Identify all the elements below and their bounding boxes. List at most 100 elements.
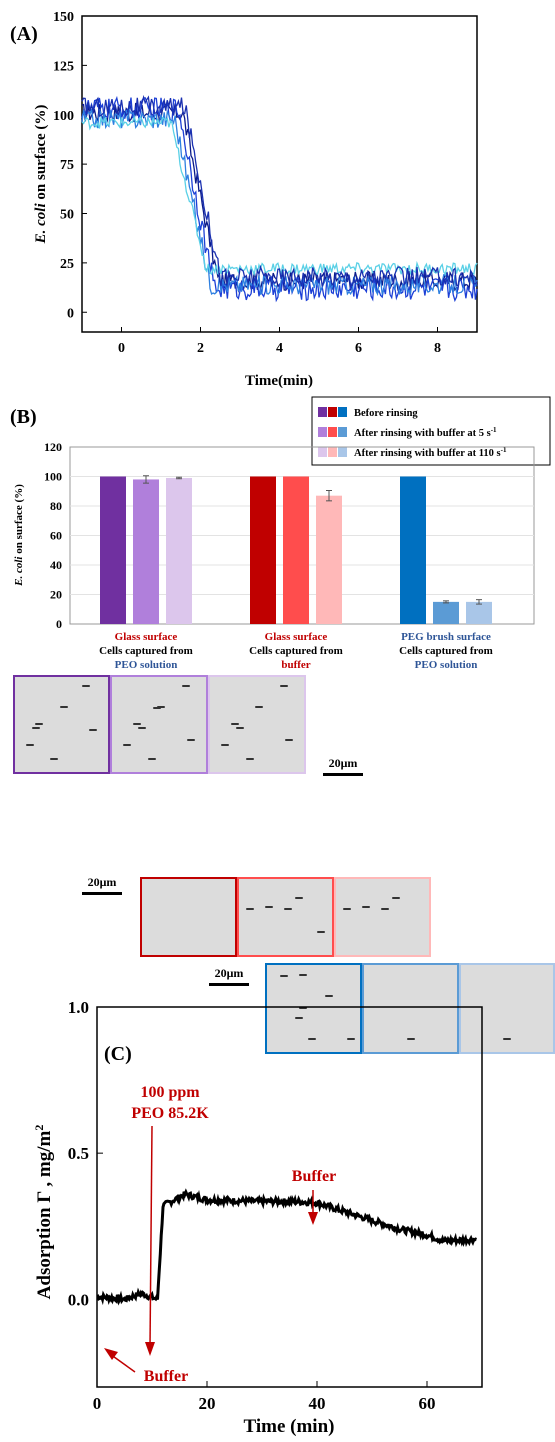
y-tick-label: 0 — [56, 617, 62, 631]
group-label-captured: Cells captured from — [249, 645, 343, 657]
scalebar-2-label: 20μm — [87, 875, 117, 889]
panel-a-ticks: 0 2 4 6 8 0 25 50 75 100 125 150 — [53, 10, 441, 356]
bacterium-cell — [391, 897, 400, 900]
panel-c-y-axis-title: Adsorption Γ , mg/m2 — [32, 1125, 55, 1300]
legend-entry: After rinsing with buffer at 5 s-1 — [354, 426, 497, 439]
panel-c-ticks: 0 20 40 60 0.0 0.5 1.0 — [68, 1002, 436, 1413]
x-tick-label: 0 — [118, 341, 125, 356]
micrograph-buffer-glass-110s — [334, 877, 431, 957]
bacterium-cell — [236, 727, 245, 730]
panel-b-legend: Before rinsing After rinsing with buffer … — [311, 396, 551, 466]
y-tick-label: 40 — [50, 558, 62, 572]
group-label-surface: PEG brush surface — [401, 631, 491, 643]
bar — [133, 479, 159, 624]
scalebar-1: 20μm — [323, 756, 363, 776]
annotation-buffer-top: Buffer — [292, 1168, 336, 1185]
bacterium-cell — [265, 906, 274, 909]
group-label-medium: PEO solution — [415, 659, 478, 671]
x-tick-label: 40 — [309, 1394, 326, 1413]
panel-c-chart: (C) 0 20 40 60 0.0 0.5 1.0 100 ppm PEO 85.2K Buf… — [32, 1002, 483, 1437]
arrowhead — [145, 1342, 155, 1356]
panel-b-chart: (B) Before rinsing After rinsing with buf… — [10, 396, 551, 671]
x-tick-label: 2 — [197, 341, 204, 356]
bacterium-cell — [362, 906, 371, 909]
bar — [250, 476, 276, 624]
scalebar-3-line — [209, 983, 249, 986]
group-label-surface: Glass surface — [115, 631, 178, 643]
legend-swatch — [318, 407, 327, 417]
bacterium-cell — [147, 757, 156, 760]
y-tick-label: 25 — [60, 257, 74, 272]
scalebar-1-label: 20μm — [328, 756, 358, 770]
legend-swatch — [338, 427, 347, 437]
bar — [466, 601, 492, 624]
annotation-buffer-start: Buffer — [144, 1368, 188, 1385]
bacterium-cell — [50, 757, 59, 760]
panel-a-series — [81, 94, 478, 303]
group-label-captured: Cells captured from — [99, 645, 193, 657]
micrograph-peo-glass-before — [13, 675, 110, 774]
annotation-peo-line1: 100 ppm — [140, 1084, 200, 1101]
panel-b-group-labels: Glass surface Cells captured from PEO solu… — [99, 631, 493, 671]
annotation-peo-arrow — [149, 1125, 153, 1348]
bacterium-cell — [245, 757, 254, 760]
bacterium-cell — [503, 1038, 512, 1041]
bacterium-cell — [279, 684, 288, 687]
legend-swatch — [328, 407, 337, 417]
x-tick-label: 4 — [276, 341, 283, 356]
panel-c-x-axis-title: Time (min) — [244, 1416, 335, 1437]
group-label-medium: buffer — [281, 659, 310, 671]
group-label-surface: Glass surface — [265, 631, 328, 643]
bacterium-cell — [285, 738, 294, 741]
bacterium-cell — [324, 995, 333, 998]
y-tick-label: 0 — [67, 306, 74, 321]
legend-swatch — [318, 427, 327, 437]
x-tick-label: 0 — [93, 1394, 102, 1413]
scalebar-3-label: 20μm — [214, 966, 244, 980]
bacterium-cell — [181, 684, 190, 687]
y-tick-label: 125 — [53, 59, 74, 74]
y-tick-label: 1.0 — [68, 1002, 89, 1017]
bar — [283, 476, 309, 624]
series-line — [81, 94, 478, 288]
bacterium-cell — [283, 907, 292, 910]
bar — [100, 476, 126, 624]
bacterium-cell — [89, 729, 98, 732]
micrograph-peg-brush-before — [265, 963, 362, 1054]
legend-swatch — [318, 447, 327, 457]
bacterium-cell — [187, 738, 196, 741]
panel-a-chart: (A) 0 2 4 6 8 0 25 50 75 100 125 150 Time(min) E. c… — [10, 10, 478, 389]
y-tick-label: 100 — [44, 470, 62, 484]
y-tick-label: 20 — [50, 588, 62, 602]
panel-b-y-axis-title: E. coli on surface (%) — [13, 484, 25, 587]
bar — [400, 476, 426, 624]
bacterium-cell — [221, 743, 230, 746]
x-tick-label: 8 — [434, 341, 441, 356]
arrowhead — [104, 1348, 118, 1360]
bacterium-cell — [298, 973, 307, 976]
micrograph-buffer-glass-5s — [237, 877, 334, 957]
legend-entry: Before rinsing — [354, 408, 418, 419]
panel-b-label: (B) — [10, 406, 37, 428]
panel-c-plot-frame — [96, 1006, 483, 1388]
panel-c-label: (C) — [104, 1043, 132, 1065]
y-tick-label: 80 — [50, 499, 62, 513]
x-tick-label: 20 — [199, 1394, 216, 1413]
bacterium-cell — [157, 705, 166, 708]
legend-entry: After rinsing with buffer at 110 s-1 — [354, 446, 507, 459]
micrograph-peo-glass-110s — [208, 675, 306, 774]
scalebar-1-line — [323, 773, 363, 776]
legend-frame — [311, 396, 551, 466]
legend-swatch — [338, 407, 347, 417]
bacterium-cell — [230, 722, 239, 725]
y-tick-label: 75 — [60, 158, 74, 173]
bacterium-cell — [406, 1038, 415, 1041]
legend-swatch — [328, 447, 337, 457]
panel-c-adsorption-line — [96, 1188, 477, 1306]
bacterium-cell — [153, 707, 162, 710]
group-label-medium: PEO solution — [115, 659, 178, 671]
bacterium-cell — [123, 743, 132, 746]
bacterium-cell — [132, 722, 141, 725]
bacterium-cell — [31, 727, 40, 730]
bacterium-cell — [317, 930, 326, 933]
